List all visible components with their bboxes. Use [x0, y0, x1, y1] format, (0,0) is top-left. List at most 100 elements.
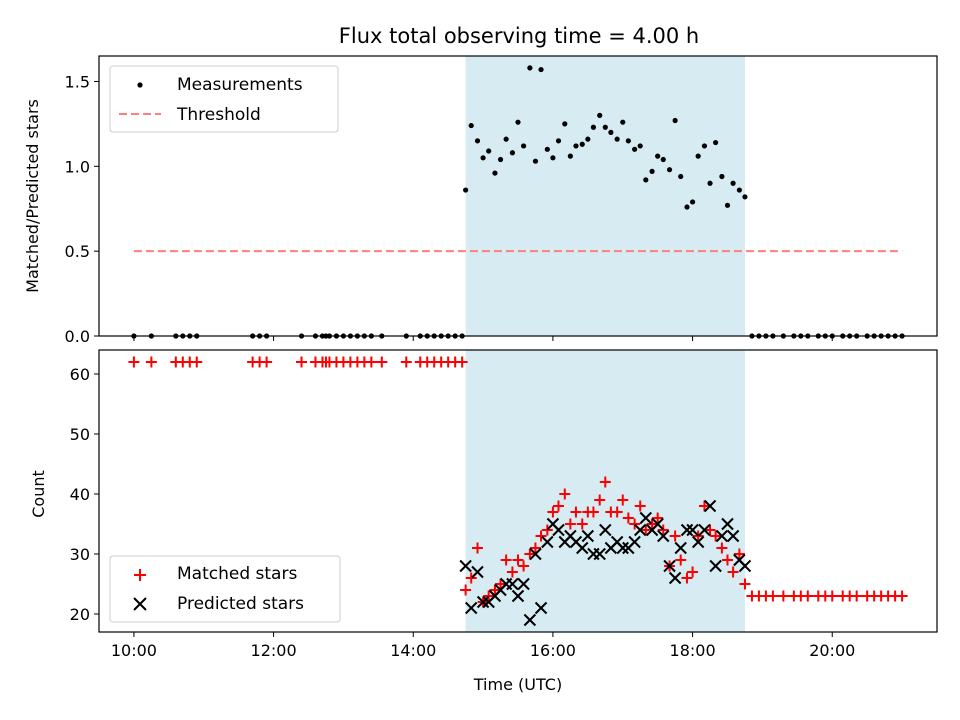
- predicted-star-point: [691, 535, 705, 549]
- x-stroke-b: [634, 523, 647, 537]
- matched-star-point: [191, 356, 203, 368]
- measurement-point: [625, 138, 631, 144]
- measurement-point: [742, 194, 748, 200]
- panel-ratio-frame: [98, 55, 938, 337]
- x-stroke-b: [546, 517, 560, 531]
- measurement-point: [503, 136, 509, 142]
- x-stroke-b: [552, 523, 565, 537]
- matched-star-point: [611, 506, 623, 518]
- x-stroke-b: [657, 529, 670, 543]
- panel-ratio-ticks: 0.0 0.5 1.0 1.5: [65, 72, 833, 346]
- ylabel-count: Count: [29, 470, 48, 518]
- matched-star-point: [704, 524, 716, 536]
- measurement-point: [736, 187, 742, 193]
- measurement-point: [730, 180, 736, 186]
- predicted-star-point: [709, 559, 722, 573]
- matched-star-point: [687, 566, 699, 578]
- panel-ratio-shade: [465, 56, 745, 336]
- matched-star-point: [400, 356, 412, 368]
- predicted-star-point: [721, 517, 734, 531]
- matched-star-point: [617, 494, 629, 506]
- matched-star-point: [777, 590, 789, 602]
- matched-star-point: [640, 524, 652, 536]
- x-stroke-b: [576, 541, 589, 555]
- panel-ratio: 0.0 0.5 1.0 1.5 Matched/Predicted stars Mea…: [23, 55, 938, 346]
- measurement-point: [689, 199, 696, 205]
- matched-star-point: [733, 548, 745, 560]
- x-tick-label: 20:00: [809, 641, 855, 660]
- predicted-star-point: [534, 601, 548, 615]
- ylabel-ratio: Matched/Predicted stars: [23, 99, 42, 293]
- y-tick-label: 40: [70, 485, 90, 504]
- matched-star-point: [675, 554, 687, 566]
- matched-star-point: [365, 356, 377, 368]
- x-stroke-b: [511, 589, 525, 603]
- predicted-star-point: [506, 577, 519, 591]
- measurement-point: [463, 187, 469, 193]
- measurement-point: [597, 112, 603, 118]
- legend-matched-marker: [134, 569, 146, 581]
- measurement-point: [602, 124, 608, 130]
- matched-star-point: [489, 584, 501, 596]
- x-tick-label: 14:00: [390, 641, 436, 660]
- legend-matched-label: Matched stars: [177, 564, 297, 584]
- predicted-star-point: [657, 529, 670, 543]
- predicted-star-point: [698, 523, 711, 537]
- measurement-point: [701, 143, 708, 149]
- y-tick-label: 1.0: [65, 157, 90, 176]
- x-stroke-b: [703, 499, 717, 513]
- predicted-star-point: [634, 523, 647, 537]
- measurement-point: [655, 153, 661, 159]
- x-stroke-b: [691, 535, 705, 549]
- x-stroke-b: [523, 613, 537, 627]
- matched-star-point: [376, 356, 388, 368]
- predicted-star-point: [465, 601, 478, 615]
- legend-measurements-label: Measurements: [177, 75, 303, 95]
- predicted-star-point: [476, 595, 490, 609]
- measurement-point: [527, 65, 533, 71]
- y-tick-label: 0.0: [65, 327, 90, 346]
- x-stroke-b: [721, 517, 734, 531]
- matched-star-point: [576, 518, 588, 530]
- measurement-point: [468, 122, 474, 129]
- predicted-star-point: [726, 529, 740, 543]
- matched-star-point: [587, 506, 599, 518]
- measurement-point: [637, 143, 643, 149]
- measurement-point: [550, 155, 556, 161]
- measurement-point: [672, 117, 678, 124]
- legend-ratio-box: [109, 65, 339, 133]
- x-stroke-b: [564, 529, 577, 543]
- matched-star-point: [727, 566, 739, 578]
- x-tick-label: 10:00: [111, 641, 157, 660]
- measurement-point: [707, 180, 713, 186]
- legend-predicted-marker: [133, 597, 147, 611]
- matched-star-point: [657, 524, 669, 536]
- x-stroke-b: [506, 577, 519, 591]
- x-stroke-b: [738, 559, 752, 573]
- matched-star-point: [524, 548, 536, 560]
- measurement-point: [544, 146, 550, 152]
- predicted-star-point: [703, 499, 717, 513]
- measurement-point: [555, 138, 562, 144]
- x-stroke-b: [465, 601, 478, 615]
- measurement-point: [497, 156, 504, 163]
- matched-star-point: [722, 554, 733, 566]
- matched-star-point: [622, 512, 634, 524]
- x-stroke-b: [698, 523, 711, 537]
- measurement-point: [660, 156, 666, 163]
- predicted-star-point: [459, 559, 472, 573]
- measurement-point: [620, 119, 626, 125]
- matched-star-point: [669, 530, 681, 542]
- x-stroke-b: [663, 559, 676, 573]
- matched-star-point: [465, 572, 477, 584]
- measurement-point: [532, 158, 539, 164]
- matched-star-point: [826, 590, 838, 602]
- x-stroke-b: [680, 523, 694, 537]
- predicted-star-point: [581, 529, 595, 543]
- measurement-point: [480, 155, 486, 161]
- matched-star-point: [599, 476, 611, 488]
- matched-star-point: [681, 572, 693, 584]
- predicted-star-point: [552, 523, 565, 537]
- matched-star-point: [512, 554, 524, 566]
